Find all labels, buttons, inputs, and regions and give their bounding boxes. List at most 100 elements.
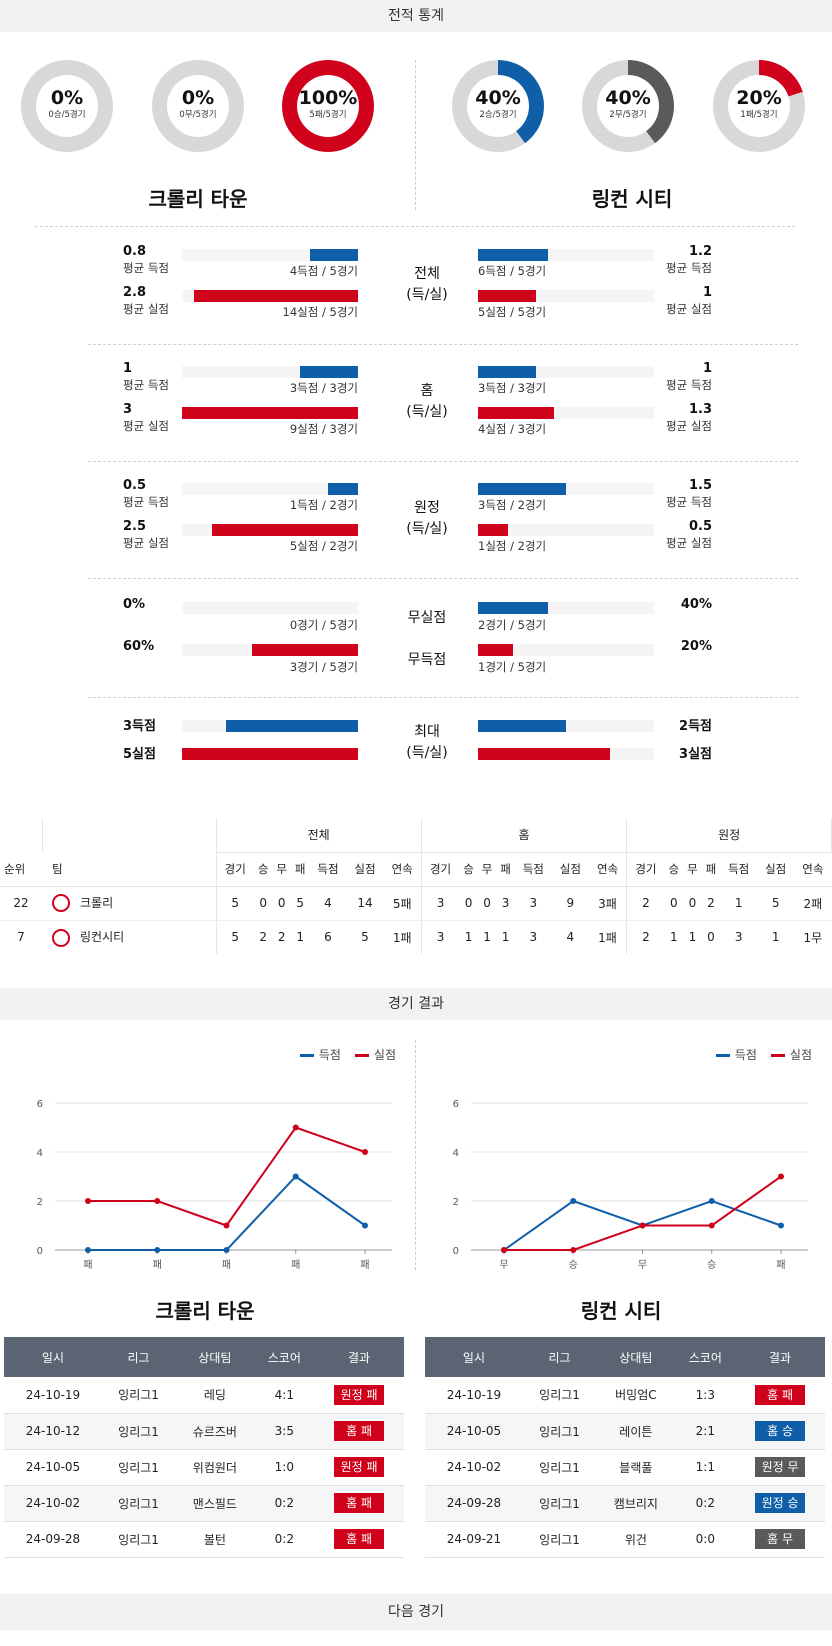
standings-cell: 1 <box>483 930 491 945</box>
results-row: 24-10-19 잉리그1 버밍엄C 1:3 홈 패 <box>425 1377 825 1414</box>
home-results-table: 일시 리그 상대팀 스코어 결과 24-10-19 잉리그1 레딩 4:1 원정 패 24-10-1… <box>4 1337 404 1558</box>
standings-cell: 링컨시티 <box>42 920 217 954</box>
results-cell: 캠브리지 <box>596 1485 676 1522</box>
results-row: 24-10-02 잉리그1 블랙풀 1:1 원정 무 <box>425 1449 825 1486</box>
standings-row: 7 링컨시티 5 2 2 1 6 5 1패 3 1 1 1 3 4 1패 2 1 1 0 3 1 1무 <box>0 920 832 954</box>
results-cell: 잉리그1 <box>522 1521 597 1558</box>
results-cell: 잉리그1 <box>101 1485 176 1522</box>
stat-value: 0% <box>123 597 146 612</box>
results-cell: 홈 패 <box>314 1485 404 1522</box>
legend-item-scored: 득점 <box>299 1048 341 1062</box>
data-point <box>501 1247 507 1253</box>
standings-cell: 1 <box>771 930 780 945</box>
stat-label: 평균 실점 <box>123 302 169 316</box>
results-cell: 원정 승 <box>735 1485 825 1522</box>
result-badge: 원정 무 <box>755 1457 806 1477</box>
stat-bar <box>478 748 610 760</box>
standings-col-header: 팀 <box>42 852 217 887</box>
stat-caption: 9실점 / 3경기 <box>289 422 358 436</box>
results-cell: 홈 승 <box>735 1413 825 1450</box>
category-label: 홈 <box>420 383 434 399</box>
home-team-name: 크롤리 타운 <box>148 187 248 211</box>
x-tick-label: 패 <box>360 1259 369 1271</box>
category-label: 최대 <box>414 724 440 740</box>
standings-cell: 2 <box>701 886 721 921</box>
results-cell: 잉리그1 <box>522 1485 597 1522</box>
standings-cell: 0 <box>272 886 291 921</box>
results-cell: 맨스필드 <box>175 1485 255 1522</box>
results-header-row: 일시 리그 상대팀 스코어 결과 <box>425 1337 825 1377</box>
results-cell: 24-10-19 <box>4 1377 102 1414</box>
stat-value: 3실점 <box>679 747 712 762</box>
stat-label: 평균 득점 <box>666 378 712 392</box>
standings-col-header: 연속 <box>794 852 832 887</box>
stat-bar <box>478 524 508 536</box>
stat-value: 5실점 <box>123 747 156 762</box>
data-point <box>708 1222 715 1229</box>
bar-track <box>182 602 358 614</box>
results-cell: 0:2 <box>254 1521 315 1558</box>
standings-col-header: 실점 <box>551 852 589 887</box>
results-cell: 홈 패 <box>314 1521 404 1558</box>
standings-group-header: 홈 <box>421 818 628 853</box>
donut-chart: 100% 5패/5경기 <box>282 60 374 152</box>
stat-value: 3득점 <box>123 719 156 734</box>
stat-caption: 1득점 / 2경기 <box>289 498 358 512</box>
standings-row: 22 크롤리 5 0 0 5 4 14 5패 3 0 0 3 3 9 3패 2 0 0 2 1 5 2패 <box>0 886 832 921</box>
donut-record: 5패/5경기 <box>309 110 347 120</box>
stat-label: 평균 실점 <box>666 302 712 316</box>
donut-chart: 0% 0승/5경기 <box>21 60 113 152</box>
max-category: 최대 (득/실) <box>397 722 457 764</box>
donut-record: 1패/5경기 <box>740 110 778 120</box>
results-row: 24-09-28 잉리그1 볼턴 0:2 홈 패 <box>4 1521 404 1558</box>
stat-caption: 14실점 / 5경기 <box>282 305 358 319</box>
standings-table: 전체 홈 원정 순위 팀 경기 승 무 패 득점 실점 연속 경기 승 무 패 득점 실점 연속 경기 승 무 패 득점 실점 연… <box>0 818 832 954</box>
category-sublabel: (득/실) <box>406 287 448 303</box>
category-label: 전체 <box>414 266 440 282</box>
chart-divider <box>415 1040 416 1270</box>
stat-bar <box>478 366 536 378</box>
stat-caption: 6득점 / 5경기 <box>478 264 547 278</box>
standings-cell: 5 <box>216 886 254 921</box>
standings-cell: 14 <box>346 886 384 921</box>
standings-cell: 22 <box>0 886 42 921</box>
stat-caption: 3득점 / 2경기 <box>478 498 547 512</box>
line-chart: 득점 실점 0 2 4 6 패 패 패 패 패 <box>0 1040 416 1280</box>
results-cell: 24-10-19 <box>425 1377 523 1414</box>
standings-col-header: 패 <box>701 852 721 887</box>
stat-caption: 0경기 / 5경기 <box>289 618 358 632</box>
standings-col-header: 무 <box>477 852 497 887</box>
lincoln-logo-icon <box>52 928 70 947</box>
stat-label: 평균 득점 <box>123 261 169 275</box>
legend-line-icon <box>299 1054 314 1057</box>
results-cell: 1:1 <box>675 1449 736 1486</box>
stat-caption: 5실점 / 2경기 <box>289 539 358 553</box>
donut-percent: 40% <box>605 87 651 109</box>
x-tick-label: 무 <box>638 1260 647 1271</box>
results-cell: 잉리그1 <box>522 1413 597 1450</box>
data-point <box>85 1247 91 1253</box>
donut-percent: 0% <box>50 87 84 109</box>
results-cell: 1:3 <box>675 1377 736 1414</box>
standings-cell: 2 <box>259 930 267 945</box>
standings-cell: 2 <box>626 886 665 921</box>
stat-caption: 3득점 / 3경기 <box>478 381 547 395</box>
data-point <box>292 1124 299 1131</box>
x-tick-label: 패 <box>776 1259 785 1271</box>
stat-bar <box>478 249 548 261</box>
y-tick-label: 2 <box>453 1197 459 1208</box>
standings-col-header: 실점 <box>757 852 795 887</box>
category-sublabel: (득/실) <box>406 745 448 761</box>
standings-cell: 5 <box>290 886 310 921</box>
stat-value: 1 <box>702 285 712 300</box>
standings-cell: 1 <box>688 930 697 945</box>
data-point <box>570 1198 577 1204</box>
stat-label: 평균 득점 <box>123 378 169 392</box>
standings-col-header: 실점 <box>346 852 384 887</box>
stat-bar <box>478 720 566 732</box>
away-team-results-title: 링컨 시티 <box>580 1299 662 1323</box>
results-row: 24-10-12 잉리그1 슈르즈버 3:5 홈 패 <box>4 1413 404 1450</box>
stat-bar <box>328 483 358 495</box>
standings-col-header: 패 <box>496 852 515 887</box>
stat-value: 2.5 <box>123 519 147 534</box>
